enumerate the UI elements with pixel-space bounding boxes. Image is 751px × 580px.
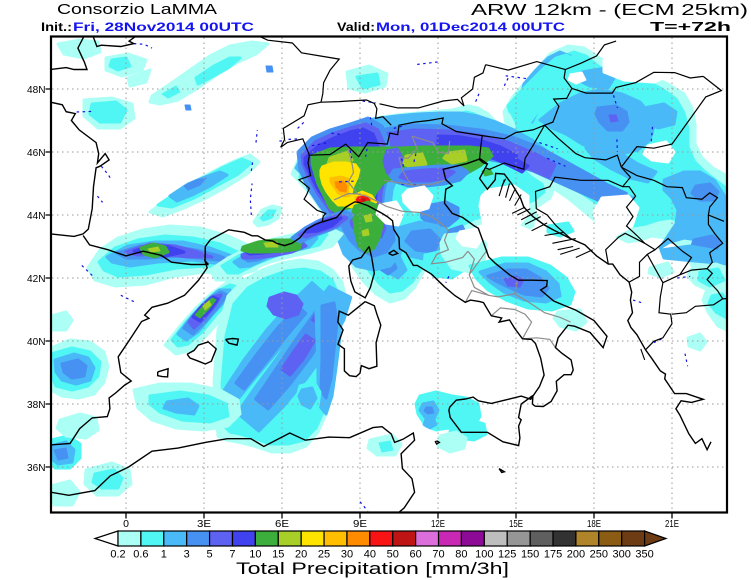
svg-text:60: 60 [410,549,422,561]
svg-text:30: 30 [341,549,353,561]
svg-text:21E: 21E [665,518,679,530]
svg-text:200: 200 [567,549,585,561]
svg-text:50: 50 [387,549,399,561]
svg-text:70: 70 [432,549,444,561]
svg-text:38N: 38N [27,399,46,411]
svg-text:175: 175 [544,549,562,561]
svg-text:15: 15 [272,549,284,561]
svg-text:7: 7 [229,549,235,561]
svg-text:0.2: 0.2 [110,549,125,561]
svg-text:350: 350 [635,549,653,561]
svg-text:25: 25 [318,549,330,561]
svg-text:Total Precipitation [mm/3h]: Total Precipitation [mm/3h] [236,560,509,578]
svg-text:5: 5 [207,549,213,561]
svg-text:Consorzio LaMMA: Consorzio LaMMA [57,2,217,18]
svg-text:Init.:: Init.: [41,22,72,34]
svg-text:15E: 15E [509,518,523,530]
svg-text:100: 100 [475,549,493,561]
svg-text:Fri, 28Nov2014 00UTC: Fri, 28Nov2014 00UTC [73,22,254,34]
svg-text:0: 0 [123,518,129,530]
svg-text:6E: 6E [275,518,289,530]
svg-text:3: 3 [184,549,190,561]
svg-text:46N: 46N [27,147,46,159]
svg-text:18E: 18E [587,518,601,530]
svg-text:40: 40 [364,549,376,561]
svg-text:48N: 48N [27,84,46,96]
svg-text:250: 250 [590,549,608,561]
svg-text:3E: 3E [197,518,211,530]
svg-text:42N: 42N [27,273,46,285]
svg-text:10: 10 [249,549,261,561]
svg-text:150: 150 [521,549,539,561]
svg-text:300: 300 [613,549,631,561]
svg-text:9E: 9E [353,518,367,530]
svg-text:ARW 12km - (ECM 25km): ARW 12km - (ECM 25km) [471,2,748,19]
svg-text:12E: 12E [431,518,445,530]
svg-text:T=+72h: T=+72h [650,20,731,34]
svg-text:125: 125 [498,549,516,561]
svg-text:0.6: 0.6 [133,549,148,561]
svg-text:80: 80 [455,549,467,561]
svg-text:Valid:: Valid: [337,22,375,34]
svg-text:44N: 44N [27,210,46,222]
svg-text:40N: 40N [27,336,46,348]
svg-text:Mon, 01Dec2014 00UTC: Mon, 01Dec2014 00UTC [376,22,565,34]
svg-text:1: 1 [161,549,167,561]
svg-text:36N: 36N [27,462,46,474]
svg-text:20: 20 [295,549,307,561]
